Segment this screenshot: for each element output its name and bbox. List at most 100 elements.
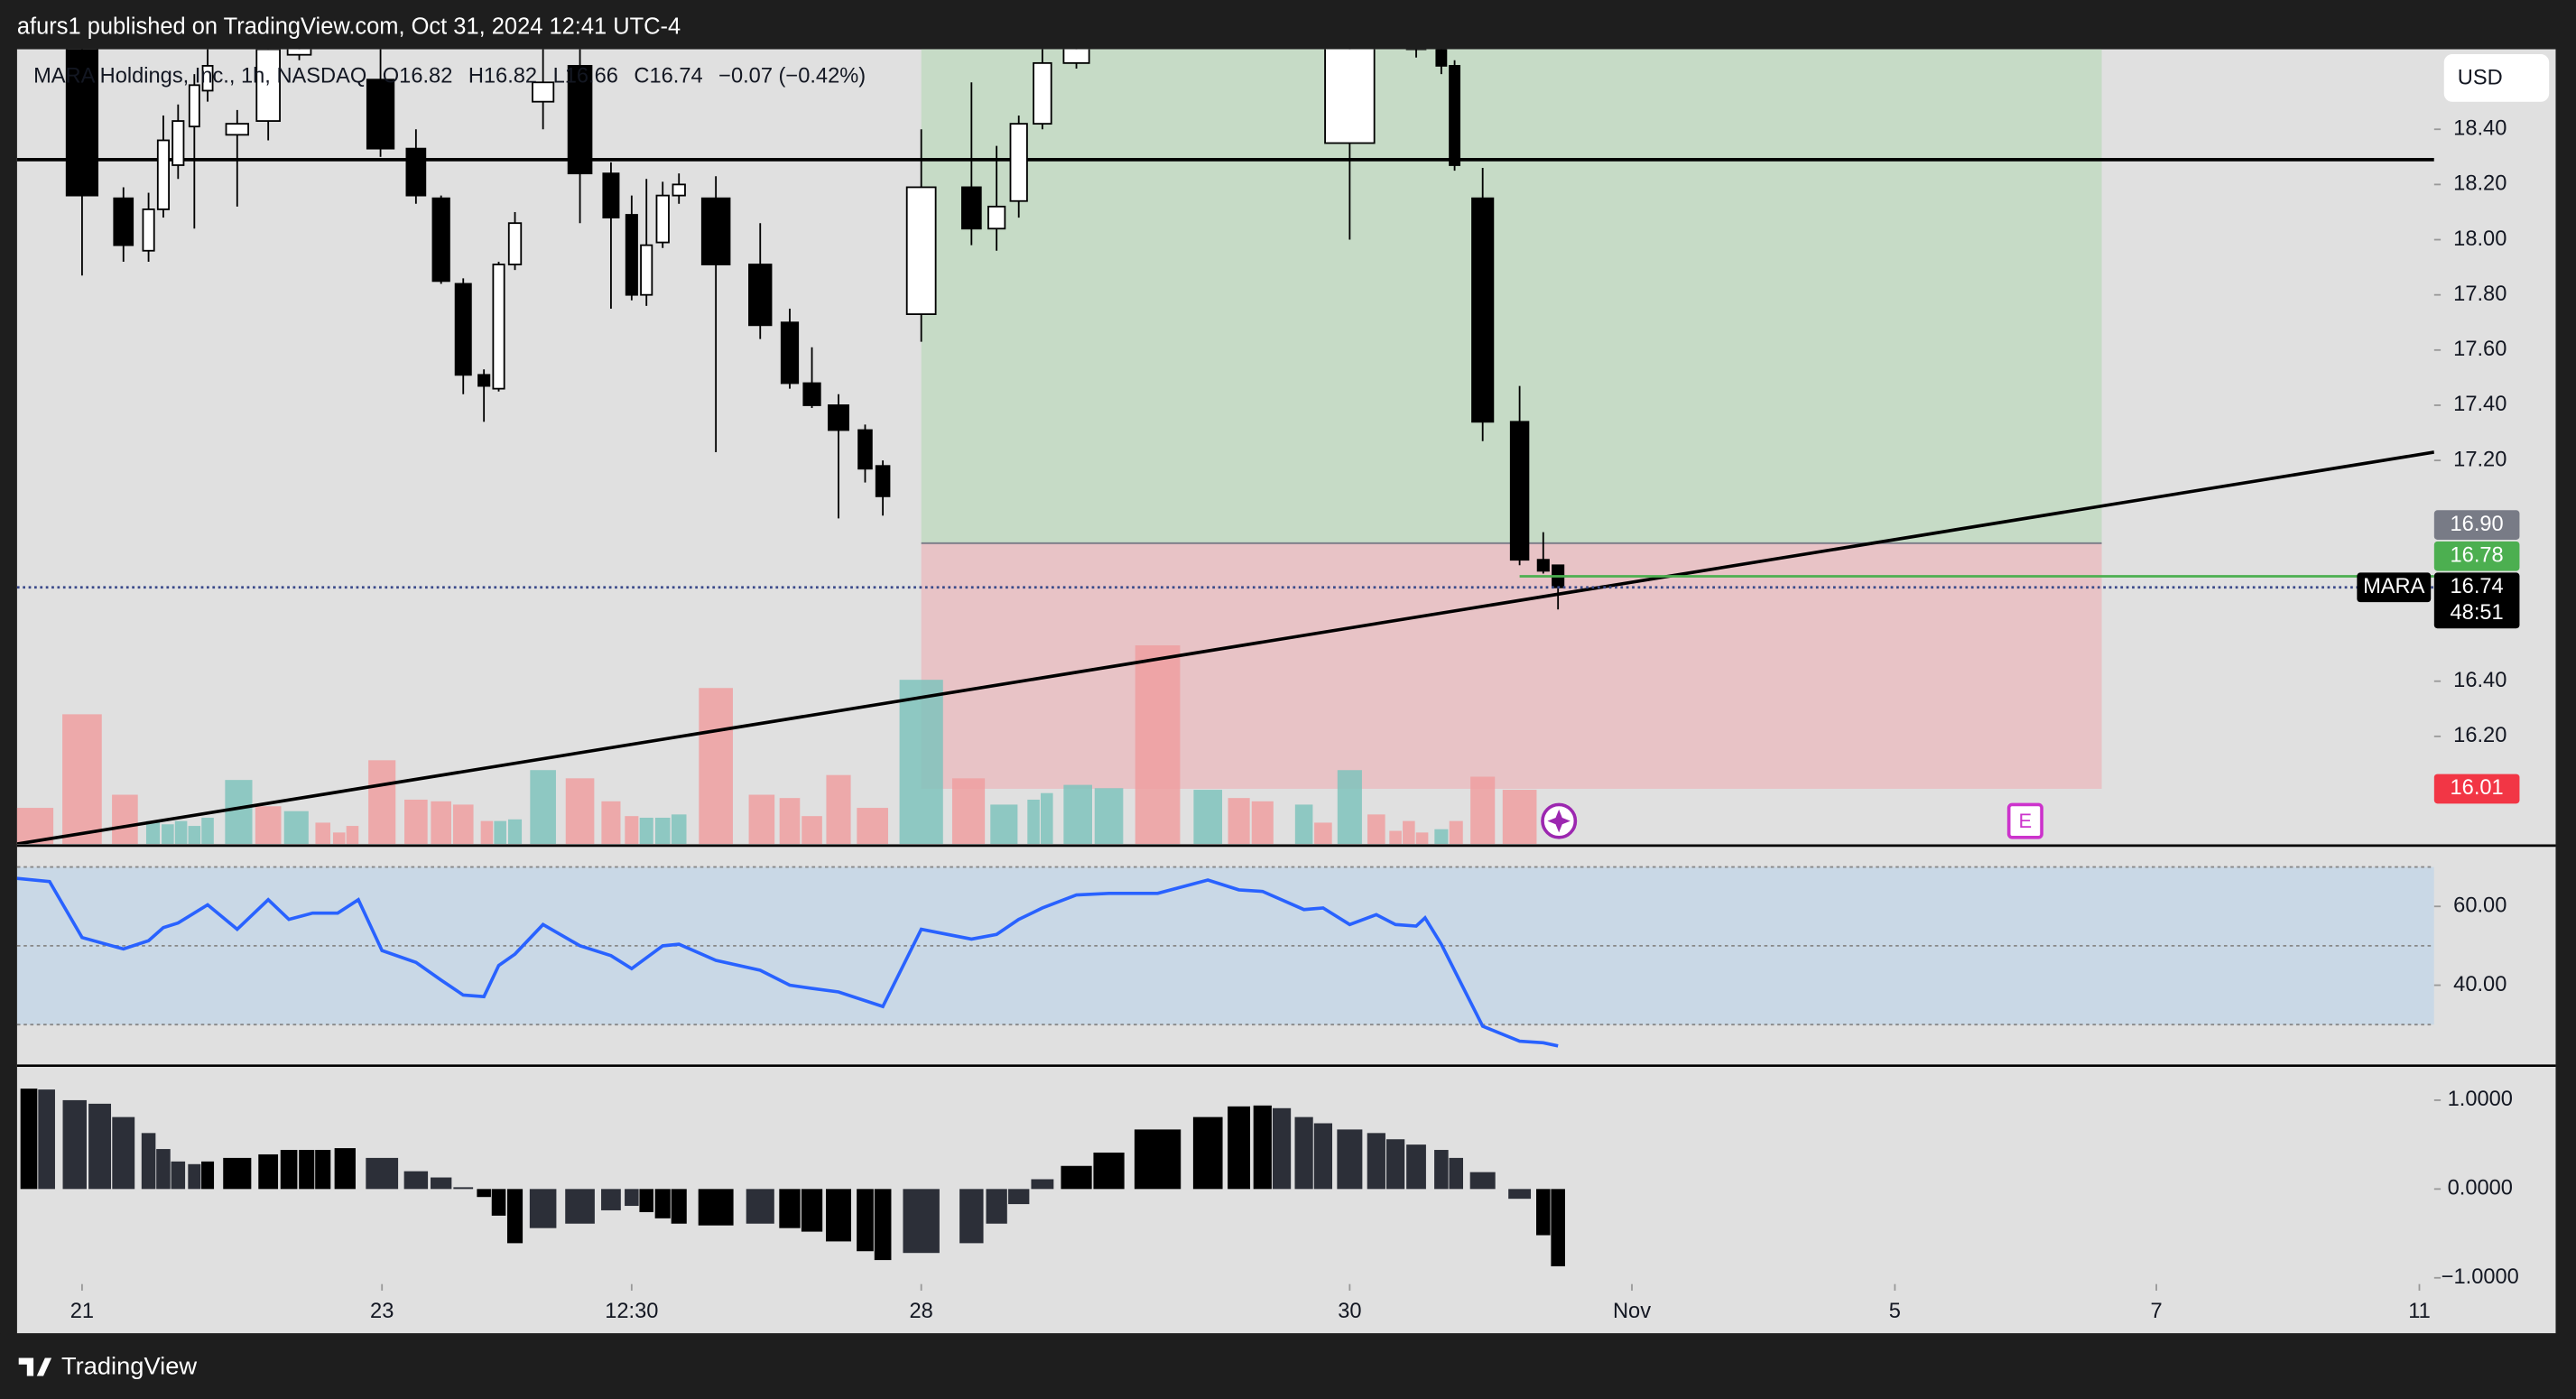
- candle-body: [454, 283, 472, 376]
- candle-body: [366, 79, 395, 150]
- macd-bar: [1253, 1105, 1272, 1190]
- volume-bar: [368, 760, 396, 845]
- macd-bar: [477, 1189, 491, 1198]
- earnings-icon[interactable]: [2006, 802, 2043, 839]
- volume-bar: [951, 778, 986, 845]
- macd-bar: [857, 1189, 874, 1252]
- volume-bar: [1403, 820, 1415, 845]
- macd-bar: [1061, 1165, 1092, 1190]
- macd-bar: [38, 1089, 55, 1190]
- candle-body: [142, 208, 155, 252]
- candle-body: [492, 264, 505, 390]
- volume-bar: [1502, 790, 1537, 845]
- macd-bar: [188, 1163, 201, 1190]
- volume-bar: [654, 817, 671, 845]
- currency-label[interactable]: USD: [2458, 67, 2503, 90]
- countdown: 48:51: [2451, 601, 2504, 625]
- price-label: 16.90: [2451, 513, 2504, 536]
- macd-bar: [315, 1150, 331, 1190]
- volume-bar: [1063, 784, 1092, 845]
- macd-bar: [453, 1187, 474, 1190]
- price-label-box: [2433, 572, 2520, 629]
- macd-bar: [639, 1189, 653, 1212]
- symbol-box: [2357, 572, 2432, 603]
- macd-bar: [986, 1189, 1007, 1224]
- volume-bar: [452, 804, 474, 845]
- price-label: 16.74: [2451, 575, 2504, 598]
- x-tick-label: 5: [1889, 1300, 1901, 1323]
- volume-bar: [699, 688, 733, 845]
- legend-value: 16.74: [649, 65, 702, 88]
- volume-bar: [748, 794, 775, 845]
- volume-bar: [201, 817, 214, 845]
- candle-body: [1062, 49, 1090, 64]
- price-label: 16.01: [2451, 776, 2504, 800]
- volume-bar: [857, 808, 888, 845]
- candle-body: [602, 172, 620, 218]
- legend-label: O: [383, 65, 399, 88]
- y-tick-label: 17.40: [2453, 393, 2507, 416]
- candle-body: [1009, 123, 1028, 202]
- candle-body: [405, 147, 427, 197]
- publish-header: afurs1 published on TradingView.com, Oct…: [17, 14, 681, 40]
- macd-bar: [1031, 1179, 1054, 1190]
- y-tick-label: 16.20: [2453, 724, 2507, 747]
- volume-bar: [1041, 792, 1053, 845]
- macd-pane: [20, 1089, 1565, 1266]
- legend-label: L: [553, 65, 565, 88]
- y-tick-label: 17.60: [2453, 338, 2507, 361]
- volume-bar: [601, 801, 621, 845]
- macd-bar: [779, 1189, 801, 1228]
- volume-bar: [188, 826, 201, 845]
- macd-bar: [403, 1171, 429, 1190]
- volume-bar: [779, 798, 801, 845]
- y-tick-label: 0.0000: [2448, 1177, 2513, 1200]
- macd-bar: [223, 1157, 252, 1190]
- x-tick-label: 12:30: [605, 1300, 658, 1323]
- macd-bar: [506, 1189, 524, 1244]
- macd-bar: [565, 1189, 595, 1224]
- trend-line: [16, 450, 2434, 845]
- volume-bar: [508, 819, 523, 845]
- candle-body: [286, 49, 312, 56]
- volume-bar: [1449, 820, 1463, 845]
- candle-body: [828, 404, 849, 431]
- candle-body: [156, 139, 171, 210]
- candle-body: [875, 465, 891, 497]
- macd-bar: [141, 1133, 156, 1190]
- macd-bar: [62, 1099, 87, 1190]
- candle-body: [1449, 65, 1461, 166]
- macd-bar: [1508, 1189, 1532, 1200]
- candle-body: [567, 65, 593, 175]
- macd-bar: [1367, 1133, 1385, 1190]
- macd-bar: [654, 1189, 671, 1218]
- volume-bar: [1415, 832, 1429, 845]
- macd-bar: [903, 1189, 940, 1254]
- macd-bar: [366, 1157, 399, 1190]
- macd-bar: [431, 1177, 452, 1190]
- macd-bar: [1536, 1189, 1551, 1236]
- macd-bar: [1337, 1129, 1363, 1190]
- price-pane: [16, 49, 2434, 845]
- currency-button[interactable]: [2443, 54, 2550, 102]
- y-tick-label: 17.80: [2453, 283, 2507, 306]
- candle-body: [188, 84, 200, 128]
- volume-bar: [530, 770, 556, 845]
- macd-bar: [491, 1189, 506, 1216]
- volume-bar: [162, 824, 174, 845]
- macd-bar: [299, 1150, 315, 1190]
- volume-bar: [283, 811, 309, 845]
- x-tick-label: 28: [910, 1300, 933, 1323]
- event-star: [1547, 809, 1571, 833]
- x-tick-label: 21: [70, 1300, 94, 1323]
- macd-bar: [1272, 1107, 1292, 1190]
- legend-change: −0.07 (−0.42%): [718, 65, 866, 88]
- position-loss: [921, 542, 2102, 789]
- price-label-box: [2433, 510, 2520, 541]
- candle-body: [640, 244, 653, 296]
- macd-bar: [1294, 1116, 1313, 1190]
- macd-bar: [529, 1189, 557, 1228]
- footer-bar: [0, 1333, 2576, 1399]
- logo: [18, 1357, 52, 1376]
- macd-bar: [1134, 1129, 1181, 1190]
